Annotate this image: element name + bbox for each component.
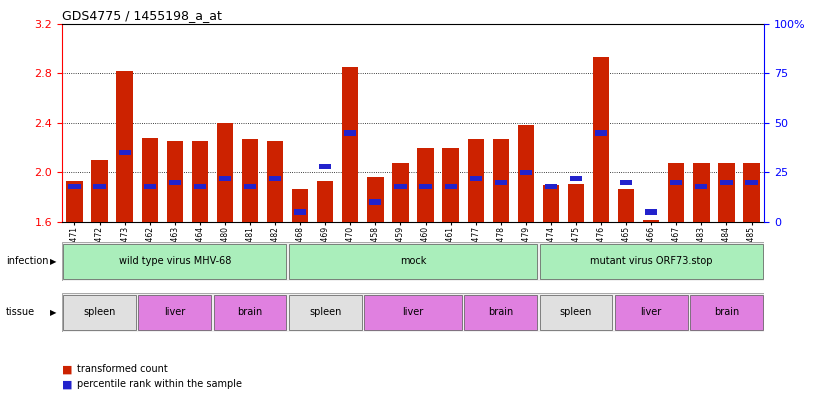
Bar xyxy=(420,184,432,189)
Bar xyxy=(144,184,156,189)
Bar xyxy=(64,244,287,279)
Bar xyxy=(745,180,757,185)
Bar xyxy=(219,176,231,181)
Bar xyxy=(443,148,458,222)
Bar xyxy=(66,181,83,222)
Bar xyxy=(289,244,537,279)
Bar xyxy=(244,184,256,189)
Text: ■: ■ xyxy=(62,379,73,389)
Text: ▶: ▶ xyxy=(50,257,56,266)
Text: GDS4775 / 1455198_a_at: GDS4775 / 1455198_a_at xyxy=(62,9,222,22)
Bar xyxy=(69,184,81,189)
Bar xyxy=(269,176,281,181)
Bar xyxy=(620,180,632,185)
Bar xyxy=(194,184,206,189)
Bar xyxy=(643,220,659,222)
Text: percentile rank within the sample: percentile rank within the sample xyxy=(77,379,242,389)
Bar xyxy=(668,163,685,222)
Bar xyxy=(545,184,557,189)
Bar xyxy=(495,180,507,185)
Bar xyxy=(595,130,607,136)
Bar xyxy=(693,163,710,222)
Bar xyxy=(520,170,532,175)
Bar xyxy=(116,71,133,222)
Bar xyxy=(567,184,584,222)
Bar xyxy=(214,295,287,330)
Bar xyxy=(64,295,136,330)
Bar xyxy=(645,209,657,215)
Bar xyxy=(93,184,106,189)
Text: wild type virus MHV-68: wild type virus MHV-68 xyxy=(119,255,231,266)
Bar xyxy=(539,295,612,330)
Bar xyxy=(364,295,462,330)
Text: transformed count: transformed count xyxy=(77,364,168,375)
Text: ▶: ▶ xyxy=(50,308,56,317)
Bar xyxy=(267,141,283,222)
Text: spleen: spleen xyxy=(309,307,341,317)
Bar xyxy=(118,150,131,155)
Text: spleen: spleen xyxy=(83,307,116,317)
Text: infection: infection xyxy=(6,256,48,266)
Bar xyxy=(690,295,762,330)
Bar xyxy=(469,176,482,181)
Text: brain: brain xyxy=(488,307,514,317)
Bar xyxy=(444,184,457,189)
Bar xyxy=(289,295,362,330)
Bar xyxy=(192,141,208,222)
Text: mock: mock xyxy=(400,255,426,266)
Bar xyxy=(593,57,610,222)
Bar xyxy=(242,139,259,222)
Text: mutant virus ORF73.stop: mutant virus ORF73.stop xyxy=(590,255,713,266)
Bar xyxy=(369,199,382,205)
Text: brain: brain xyxy=(714,307,739,317)
Bar xyxy=(464,295,537,330)
Bar xyxy=(394,184,406,189)
Bar xyxy=(719,163,734,222)
Text: tissue: tissue xyxy=(6,307,35,318)
Bar xyxy=(468,139,484,222)
Bar xyxy=(139,295,211,330)
Bar xyxy=(342,67,358,222)
Text: liver: liver xyxy=(164,307,185,317)
Bar xyxy=(141,138,158,222)
Text: liver: liver xyxy=(402,307,424,317)
Bar xyxy=(518,125,534,222)
Bar xyxy=(319,163,331,169)
Bar xyxy=(743,163,760,222)
Bar xyxy=(92,160,107,222)
Bar xyxy=(670,180,682,185)
Text: liver: liver xyxy=(641,307,662,317)
Bar xyxy=(492,139,509,222)
Bar xyxy=(216,123,233,222)
Bar xyxy=(570,176,582,181)
Bar xyxy=(618,189,634,222)
Text: ■: ■ xyxy=(62,364,73,375)
Bar xyxy=(720,180,733,185)
Bar xyxy=(317,181,334,222)
Bar xyxy=(695,184,708,189)
Bar xyxy=(368,177,383,222)
Bar xyxy=(169,180,181,185)
Bar xyxy=(417,148,434,222)
Bar xyxy=(539,244,762,279)
Bar xyxy=(294,209,306,215)
Bar xyxy=(292,189,308,222)
Text: brain: brain xyxy=(237,307,263,317)
Bar xyxy=(615,295,687,330)
Text: spleen: spleen xyxy=(560,307,592,317)
Bar xyxy=(167,141,183,222)
Bar xyxy=(543,185,559,222)
Bar xyxy=(344,130,357,136)
Bar xyxy=(392,163,409,222)
